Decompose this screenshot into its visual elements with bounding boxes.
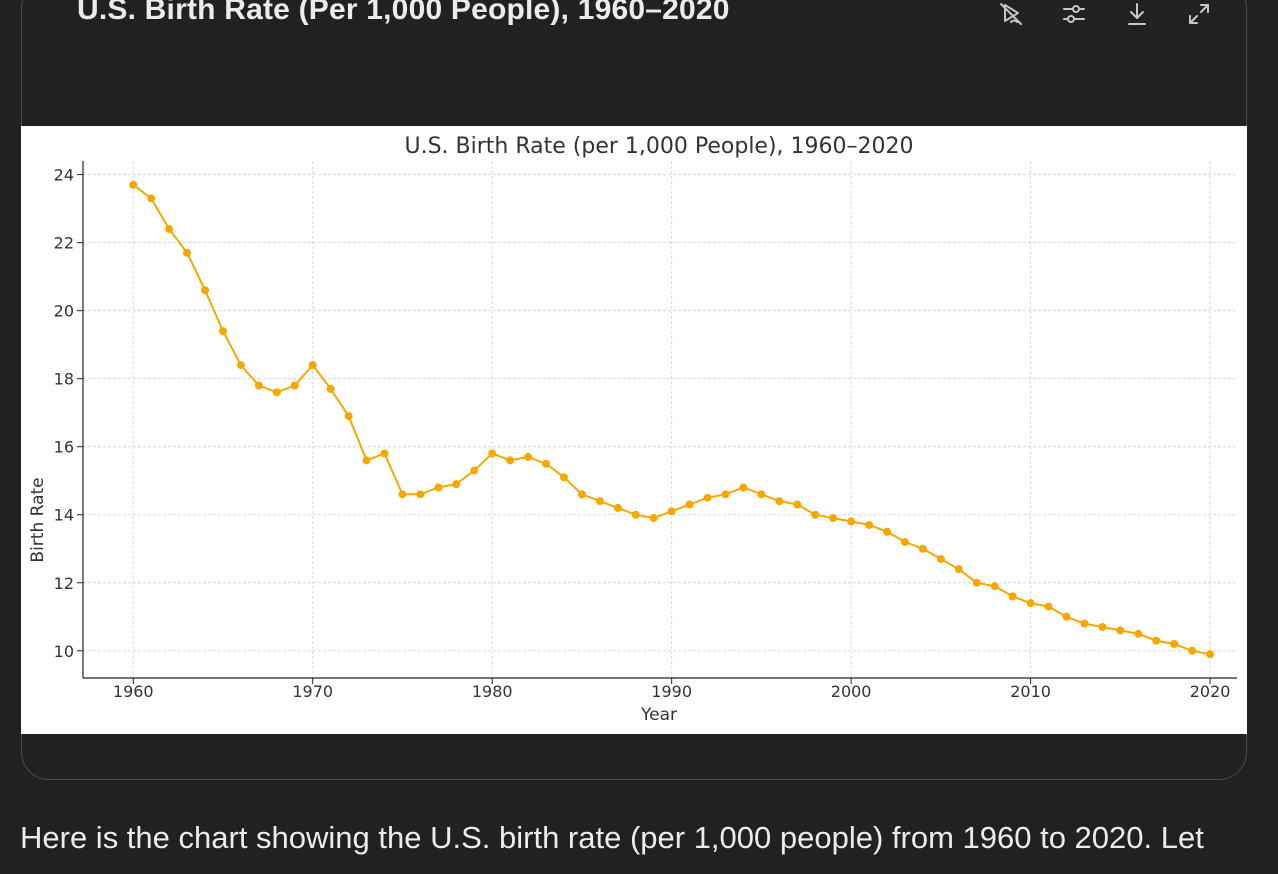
x-axis-label: Year: [640, 705, 677, 725]
data-point: [1062, 612, 1071, 621]
assistant-message-text: Here is the chart showing the U.S. birth…: [20, 820, 1204, 855]
chart-image: 1960 1970 1980 1990 2000 2010 2020 10 12 14 16 18 20…: [21, 126, 1247, 734]
data-point: [631, 510, 640, 519]
data-point: [847, 517, 856, 526]
data-point: [1098, 622, 1107, 631]
x-tick-label: 1970: [292, 682, 333, 701]
data-point: [1134, 629, 1143, 638]
data-point: [506, 456, 515, 465]
x-tick-label: 2020: [1190, 682, 1231, 701]
y-tick-label: 12: [54, 574, 74, 593]
data-point: [829, 514, 838, 523]
data-point: [290, 381, 299, 390]
x-tick-label: 1980: [472, 682, 513, 701]
data-point: [326, 384, 335, 393]
data-point: [559, 473, 568, 482]
data-point: [470, 466, 479, 475]
data-point: [147, 194, 156, 203]
data-point: [416, 490, 425, 499]
data-point: [1008, 592, 1017, 601]
data-point: [613, 503, 622, 512]
y-tick-label: 16: [54, 438, 74, 457]
data-point: [524, 452, 533, 461]
x-tick-label: 2000: [831, 682, 872, 701]
chart-header-title: U.S. Birth Rate (Per 1,000 People), 1960…: [77, 0, 730, 26]
data-point: [883, 527, 892, 536]
data-point: [236, 361, 245, 370]
data-point: [308, 361, 317, 370]
data-point: [721, 490, 730, 499]
data-point: [344, 412, 353, 421]
y-axis-label: Birth Rate: [28, 477, 48, 562]
y-tick-label: 20: [54, 302, 74, 321]
data-point: [1044, 602, 1053, 611]
chart-settings-icon[interactable]: [1057, 0, 1091, 31]
data-point: [577, 490, 586, 499]
data-point: [900, 537, 909, 546]
birth-rate-line-chart: 1960 1970 1980 1990 2000 2010 2020 10 12 14 16 18 20…: [28, 134, 1237, 725]
series-birth-rate: [129, 180, 1215, 659]
data-point: [793, 500, 802, 509]
data-point: [434, 483, 443, 492]
data-point: [380, 449, 389, 458]
data-point: [936, 554, 945, 563]
data-point: [488, 449, 497, 458]
data-point: [972, 578, 981, 587]
data-point: [542, 459, 551, 468]
data-point: [595, 497, 604, 506]
data-point: [865, 520, 874, 529]
y-tick-label: 10: [54, 642, 74, 661]
data-point: [811, 510, 820, 519]
data-point: [129, 180, 138, 189]
data-point: [452, 480, 461, 489]
data-point: [649, 514, 658, 523]
y-tick-label: 14: [54, 506, 74, 525]
y-tick-label: 22: [54, 234, 74, 253]
grid-lines: [83, 161, 1237, 678]
chart-title: U.S. Birth Rate (per 1,000 People), 1960…: [404, 134, 913, 159]
data-point: [1188, 646, 1197, 655]
data-point: [1080, 619, 1089, 628]
data-point: [1170, 639, 1179, 648]
data-point: [398, 490, 407, 499]
data-point: [218, 327, 227, 336]
data-point: [775, 497, 784, 506]
data-point: [990, 582, 999, 591]
expand-icon[interactable]: [1182, 0, 1216, 31]
x-tick-label: 2010: [1010, 682, 1051, 701]
x-tick-label: 1990: [651, 682, 692, 701]
data-point: [1026, 599, 1035, 608]
data-point: [685, 500, 694, 509]
y-tick-label: 24: [54, 166, 74, 185]
data-point: [918, 544, 927, 553]
data-point: [1152, 636, 1161, 645]
data-point: [757, 490, 766, 499]
x-tick-label: 1960: [113, 682, 154, 701]
data-point: [362, 456, 371, 465]
data-point: [272, 388, 281, 397]
interactive-chart-toggle-icon[interactable]: [994, 0, 1028, 31]
y-tick-label: 18: [54, 370, 74, 389]
data-point: [254, 381, 263, 390]
data-point: [201, 286, 210, 295]
data-point: [954, 565, 963, 574]
axes: 1960 1970 1980 1990 2000 2010 2020 10 12 14 16 18 20…: [54, 161, 1237, 701]
data-point: [183, 248, 192, 257]
data-point: [165, 225, 174, 234]
data-point: [1206, 650, 1215, 659]
data-point: [739, 483, 748, 492]
data-point: [703, 493, 712, 502]
data-point: [667, 507, 676, 516]
data-point: [1116, 626, 1125, 635]
download-icon[interactable]: [1120, 0, 1154, 31]
